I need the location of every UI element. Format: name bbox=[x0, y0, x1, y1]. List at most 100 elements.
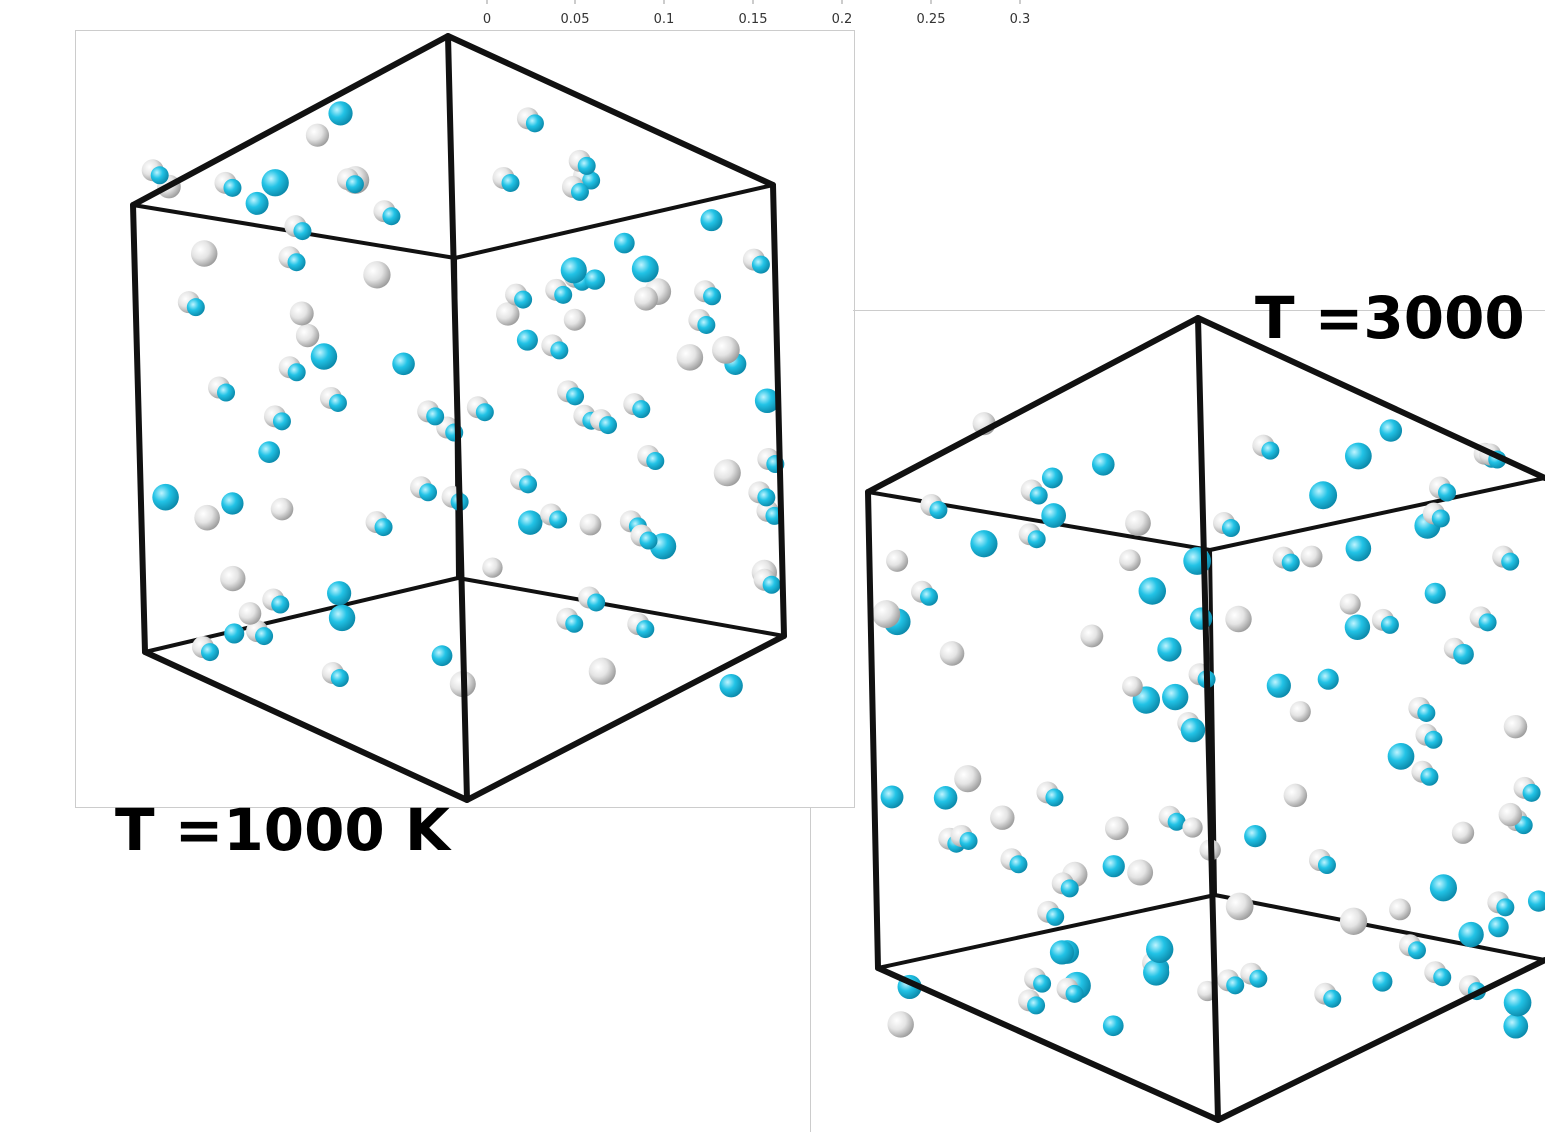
atom bbox=[187, 298, 205, 316]
page: Molecular dynamics snapshots {"axis_frag… bbox=[0, 0, 1545, 1132]
atom bbox=[1282, 554, 1300, 572]
atom bbox=[554, 286, 572, 304]
atom bbox=[636, 620, 654, 638]
atom bbox=[677, 344, 704, 371]
tick-label: 0.1 bbox=[654, 12, 675, 27]
atom bbox=[720, 674, 743, 697]
atom bbox=[1080, 625, 1103, 648]
atom bbox=[1146, 936, 1173, 963]
atom bbox=[920, 588, 938, 606]
atom bbox=[1499, 803, 1522, 826]
atom bbox=[571, 183, 589, 201]
atom bbox=[1389, 899, 1411, 921]
atom bbox=[1340, 593, 1361, 614]
atom bbox=[1417, 704, 1435, 722]
atom bbox=[1267, 674, 1291, 698]
atom bbox=[1372, 972, 1392, 992]
atom bbox=[1225, 606, 1251, 632]
atom bbox=[329, 394, 347, 412]
atom bbox=[1318, 669, 1339, 690]
atom bbox=[327, 581, 351, 605]
atom bbox=[646, 452, 664, 470]
atom bbox=[1479, 613, 1497, 631]
atom bbox=[346, 175, 364, 193]
atom bbox=[1105, 816, 1129, 840]
atom bbox=[634, 287, 658, 311]
atom bbox=[714, 459, 741, 486]
atom bbox=[1030, 487, 1048, 505]
atom bbox=[1432, 509, 1450, 527]
atom bbox=[1033, 975, 1051, 993]
atom bbox=[1045, 789, 1063, 807]
atom bbox=[514, 291, 532, 309]
atom bbox=[1340, 908, 1367, 935]
atom bbox=[1488, 917, 1509, 938]
atom bbox=[328, 101, 352, 125]
atom bbox=[703, 287, 721, 305]
atom bbox=[1122, 676, 1143, 697]
atom bbox=[221, 492, 243, 514]
atom bbox=[1523, 784, 1541, 802]
atom bbox=[1244, 825, 1266, 847]
atom bbox=[482, 557, 502, 577]
atom bbox=[496, 302, 519, 325]
body: 0 0.05 0.1 0.15 0.2 0.25 0.3 T =1000 K T… bbox=[0, 0, 1545, 1132]
atom bbox=[697, 316, 715, 334]
atom bbox=[566, 387, 584, 405]
atom bbox=[1143, 959, 1169, 985]
panel-label: T =3000 bbox=[1255, 284, 1525, 352]
atom bbox=[1504, 715, 1527, 738]
atom bbox=[585, 269, 605, 289]
atom bbox=[1318, 856, 1336, 874]
atom bbox=[561, 257, 587, 283]
atom bbox=[220, 566, 245, 591]
atom bbox=[1066, 985, 1084, 1003]
figure: 0 0.05 0.1 0.15 0.2 0.25 0.3 T =1000 K T… bbox=[0, 0, 1545, 1132]
atom bbox=[1433, 968, 1451, 986]
atom bbox=[886, 550, 908, 572]
atom bbox=[375, 518, 393, 536]
atom bbox=[290, 301, 314, 325]
atom bbox=[271, 498, 294, 521]
atom bbox=[1009, 855, 1027, 873]
atom bbox=[640, 532, 658, 550]
atom bbox=[306, 124, 329, 147]
tick-label: 0.25 bbox=[917, 12, 946, 27]
atom bbox=[564, 309, 586, 331]
atom bbox=[1301, 546, 1323, 568]
atom bbox=[288, 363, 306, 381]
atom bbox=[960, 832, 978, 850]
atom bbox=[887, 1011, 913, 1037]
atom bbox=[1284, 784, 1308, 808]
atom bbox=[331, 669, 349, 687]
tick-label: 0.3 bbox=[1010, 12, 1031, 27]
atom bbox=[1408, 941, 1426, 959]
atom bbox=[224, 623, 244, 643]
atom bbox=[1157, 637, 1181, 661]
atom bbox=[519, 475, 537, 493]
atom bbox=[1222, 519, 1240, 537]
atom bbox=[1452, 822, 1474, 844]
atom bbox=[1226, 893, 1254, 921]
atom bbox=[1139, 577, 1166, 604]
atom bbox=[1103, 1015, 1124, 1036]
atom bbox=[1453, 644, 1474, 665]
atom bbox=[217, 384, 235, 402]
atom bbox=[1388, 743, 1415, 770]
atom bbox=[580, 514, 602, 536]
tick-label: 0.15 bbox=[739, 12, 768, 27]
atom bbox=[1381, 616, 1399, 634]
atom bbox=[929, 501, 947, 519]
atom bbox=[426, 407, 444, 425]
atom bbox=[970, 530, 997, 557]
atom bbox=[1119, 549, 1141, 571]
atom bbox=[1438, 484, 1456, 502]
atom bbox=[954, 765, 981, 792]
axis-fragment bbox=[487, 0, 1020, 4]
atom bbox=[1501, 553, 1519, 571]
atom bbox=[432, 645, 453, 666]
atom bbox=[934, 786, 958, 810]
atom bbox=[526, 114, 544, 132]
atom bbox=[1092, 453, 1115, 476]
tick-label: 0.2 bbox=[832, 12, 853, 27]
